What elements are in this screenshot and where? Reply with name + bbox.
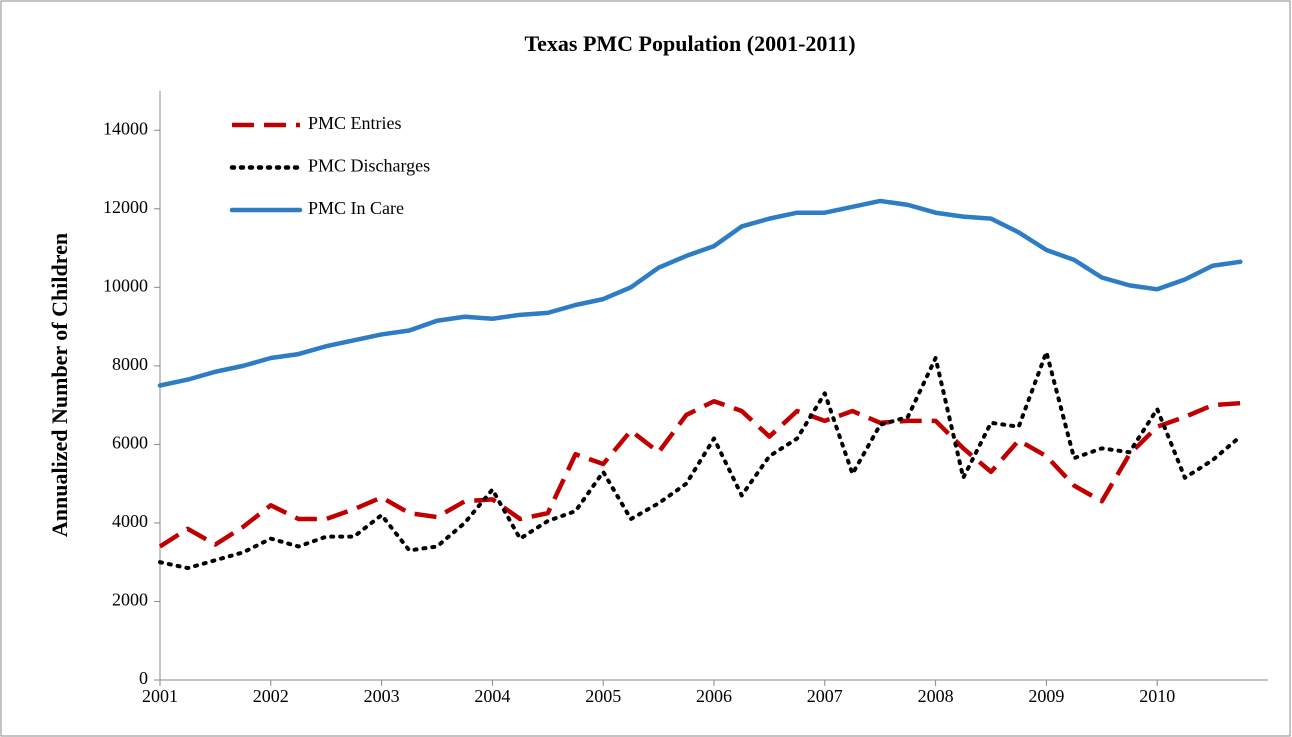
x-tick-label: 2008 bbox=[918, 686, 954, 706]
y-tick-label: 2000 bbox=[112, 590, 148, 610]
x-tick-label: 2006 bbox=[696, 686, 732, 706]
y-tick-label: 14000 bbox=[103, 118, 148, 138]
y-tick-label: 12000 bbox=[103, 197, 148, 217]
x-tick-label: 2009 bbox=[1028, 686, 1064, 706]
y-tick-label: 4000 bbox=[112, 511, 148, 531]
x-tick-label: 2005 bbox=[585, 686, 621, 706]
y-tick-label: 0 bbox=[139, 668, 148, 688]
x-tick-label: 2003 bbox=[364, 686, 400, 706]
y-axis-label: Annualized Number of Children bbox=[47, 233, 72, 537]
series-line bbox=[157, 198, 1243, 388]
legend-label: PMC Entries bbox=[308, 113, 402, 133]
legend-label: PMC Discharges bbox=[308, 156, 430, 176]
series-line bbox=[158, 398, 1241, 549]
y-tick-label: 10000 bbox=[103, 275, 148, 295]
y-tick-label: 8000 bbox=[112, 354, 148, 374]
x-tick-label: 2001 bbox=[142, 686, 178, 706]
x-tick-label: 2007 bbox=[807, 686, 843, 706]
chart-title: Texas PMC Population (2001-2011) bbox=[524, 31, 855, 56]
x-tick-label: 2004 bbox=[474, 686, 510, 706]
x-tick-label: 2002 bbox=[253, 686, 289, 706]
y-tick-label: 6000 bbox=[112, 433, 148, 453]
legend-label: PMC In Care bbox=[308, 198, 404, 218]
x-tick-label: 2010 bbox=[1139, 686, 1175, 706]
series-line bbox=[158, 350, 1243, 571]
